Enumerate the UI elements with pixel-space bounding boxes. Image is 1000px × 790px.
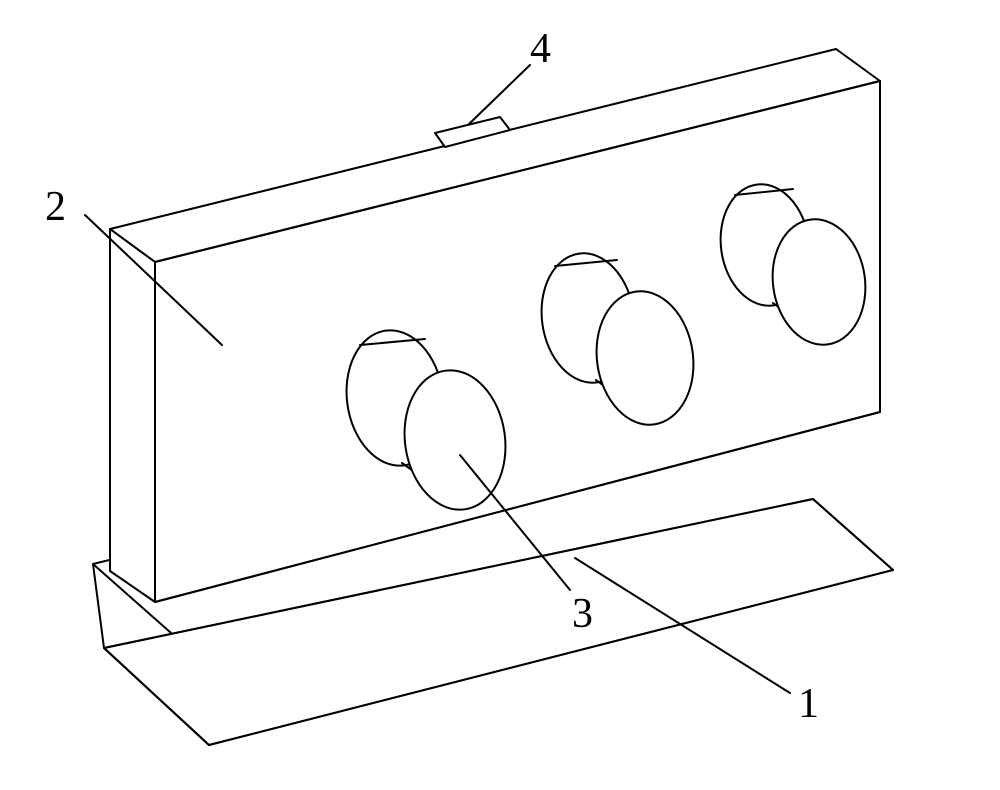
callout-label-1: 1 bbox=[798, 680, 819, 728]
callout-label-4: 4 bbox=[530, 25, 551, 73]
technical-diagram bbox=[0, 0, 1000, 790]
callout-label-2: 2 bbox=[45, 183, 66, 231]
callout-label-3: 3 bbox=[572, 590, 593, 638]
